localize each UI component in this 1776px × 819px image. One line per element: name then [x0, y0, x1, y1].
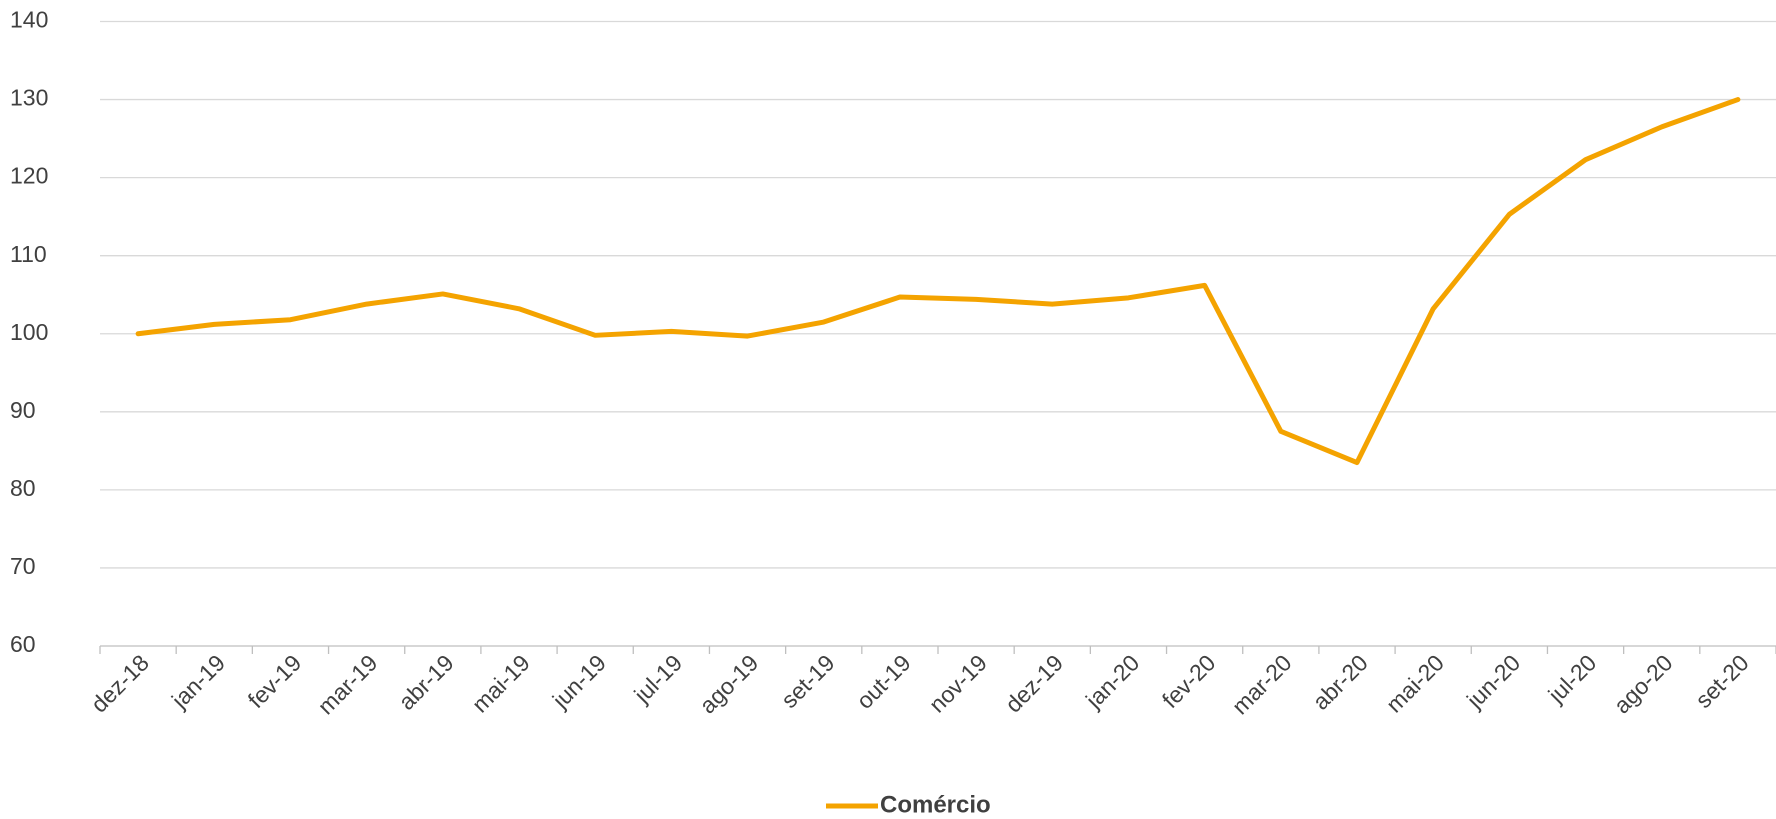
- x-tick-label: mai-20: [1381, 649, 1449, 717]
- data-line: [135, 97, 1741, 466]
- x-tick-label: abr-19: [393, 649, 458, 714]
- x-tick-label: out-19: [851, 649, 916, 714]
- y-tick-label: 70: [10, 553, 36, 579]
- y-tick-label: 100: [10, 319, 48, 345]
- x-tick-label: jan-20: [1080, 649, 1144, 713]
- y-tick-label: 110: [10, 241, 47, 267]
- x-tick-label: mar-20: [1227, 649, 1297, 719]
- x-tick-label: jun-20: [1461, 649, 1525, 713]
- x-tick-label: mai-19: [467, 649, 535, 717]
- x-tick-label: fev-19: [243, 649, 307, 713]
- y-tick-label: 60: [10, 631, 36, 657]
- y-tick-label: 140: [10, 7, 48, 33]
- x-tick-label: jan-19: [166, 649, 230, 713]
- x-tick-label: ago-19: [694, 649, 763, 718]
- x-tick-label: dez-18: [86, 649, 154, 717]
- x-tick-label: set-19: [776, 649, 840, 713]
- x-tick-label: abr-20: [1307, 649, 1372, 714]
- x-tick-label: dez-19: [1000, 649, 1068, 717]
- x-tick-label: jul-20: [1543, 649, 1602, 708]
- y-tick-label: 80: [10, 475, 36, 501]
- y-tick-label: 120: [10, 163, 48, 189]
- x-tick-label: set-20: [1690, 649, 1754, 713]
- y-tick-label: 90: [10, 397, 36, 423]
- y-tick-label: 130: [10, 85, 48, 111]
- x-tick-label: jul-19: [628, 649, 687, 708]
- x-tick-label: ago-20: [1609, 649, 1678, 718]
- x-tick-label: jun-19: [547, 649, 611, 713]
- legend-label: Comércio: [880, 791, 991, 818]
- x-tick-label: fev-20: [1157, 649, 1221, 713]
- x-tick-label: mar-19: [313, 649, 383, 719]
- x-tick-label: nov-19: [924, 649, 992, 717]
